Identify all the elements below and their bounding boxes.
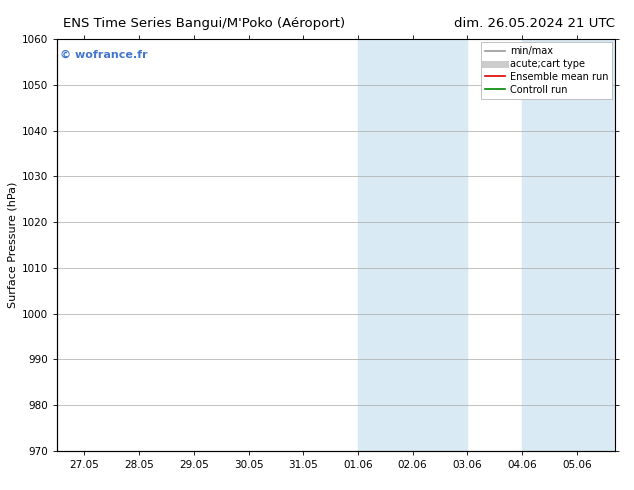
- Text: dim. 26.05.2024 21 UTC: dim. 26.05.2024 21 UTC: [454, 17, 615, 30]
- Text: ENS Time Series Bangui/M'Poko (Aéroport): ENS Time Series Bangui/M'Poko (Aéroport): [63, 17, 346, 30]
- Bar: [522, 39, 615, 451]
- Y-axis label: Surface Pressure (hPa): Surface Pressure (hPa): [8, 182, 18, 308]
- Text: © wofrance.fr: © wofrance.fr: [60, 49, 148, 59]
- Bar: [358, 39, 467, 451]
- Legend: min/max, acute;cart type, Ensemble mean run, Controll run: min/max, acute;cart type, Ensemble mean …: [481, 42, 612, 98]
